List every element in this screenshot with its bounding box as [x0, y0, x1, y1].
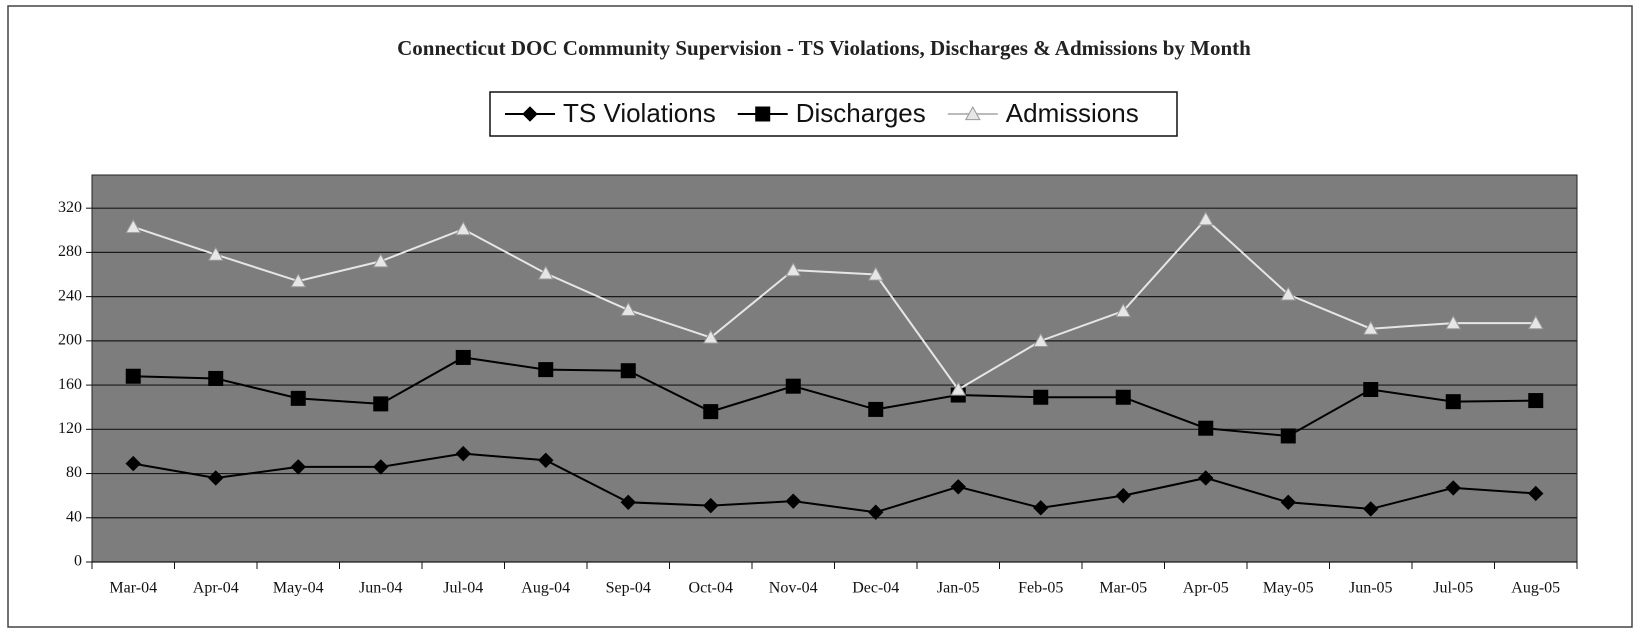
legend-label: Discharges: [796, 98, 926, 128]
x-tick-label: May-05: [1263, 580, 1314, 597]
data-point: [1280, 286, 1297, 301]
y-tick-label: 160: [58, 376, 82, 393]
data-point: [950, 381, 967, 396]
data-point: [868, 504, 884, 520]
data-point: [702, 329, 719, 344]
data-point: [290, 390, 306, 406]
data-point: [1033, 389, 1049, 405]
y-tick-label: 0: [74, 553, 82, 570]
y-tick-label: 80: [66, 464, 82, 481]
x-tick-label: Apr-04: [193, 580, 239, 597]
data-point: [455, 221, 472, 236]
data-point: [455, 349, 471, 365]
y-tick-label: 240: [58, 287, 82, 304]
y-tick-label: 40: [66, 508, 82, 525]
data-point: [125, 455, 141, 472]
data-point: [1115, 487, 1131, 504]
data-point: [1363, 382, 1379, 398]
data-point: [1198, 470, 1214, 486]
data-point: [867, 266, 884, 281]
legend-label: TS Violations: [563, 98, 716, 128]
chart-title: Connecticut DOC Community Supervision - …: [397, 36, 1251, 60]
legend-swatch-marker: [755, 106, 771, 122]
data-point: [208, 370, 224, 386]
data-point: [620, 363, 636, 379]
legend-swatch-marker: [522, 106, 538, 122]
x-tick-label: Nov-04: [769, 580, 818, 597]
data-point: [620, 494, 636, 510]
x-tick-label: Jan-05: [937, 580, 980, 597]
data-point: [455, 445, 471, 462]
data-point: [950, 479, 966, 495]
data-point: [1445, 315, 1462, 330]
data-point: [125, 218, 142, 234]
x-tick-label: Aug-05: [1511, 580, 1560, 597]
x-tick-label: May-04: [273, 580, 324, 597]
x-tick-label: Feb-05: [1018, 580, 1063, 597]
data-point: [125, 368, 141, 384]
data-point: [1198, 420, 1214, 436]
data-point: [1032, 332, 1049, 347]
data-point: [785, 262, 802, 277]
data-point: [1280, 428, 1296, 444]
data-point: [1445, 480, 1461, 496]
data-point: [372, 253, 389, 268]
x-tick-label: Apr-05: [1183, 580, 1229, 597]
data-point: [785, 378, 801, 394]
x-tick-label: Jun-04: [359, 580, 403, 597]
x-tick-label: Jun-05: [1349, 580, 1393, 597]
x-tick-label: Aug-04: [521, 580, 570, 597]
data-point: [1115, 389, 1131, 405]
data-point: [1363, 501, 1379, 517]
data-point: [1033, 500, 1049, 516]
data-point: [538, 452, 554, 468]
data-point: [1527, 315, 1544, 330]
y-tick-label: 120: [58, 420, 82, 437]
y-tick-label: 200: [58, 332, 82, 349]
data-point: [208, 470, 224, 486]
x-tick-label: Mar-04: [109, 580, 157, 597]
data-point: [785, 493, 801, 509]
series-line: [133, 452, 1536, 514]
y-tick-label: 280: [58, 243, 82, 260]
x-tick-label: Mar-05: [1099, 580, 1147, 597]
y-tick-label: 320: [58, 199, 82, 216]
data-point: [868, 401, 884, 417]
data-point: [1280, 494, 1296, 510]
data-point: [207, 246, 224, 261]
data-point: [703, 497, 719, 514]
data-point: [537, 265, 554, 280]
data-point: [290, 459, 306, 475]
x-tick-label: Oct-04: [689, 580, 733, 597]
data-point: [1528, 393, 1544, 409]
data-point: [373, 459, 389, 475]
data-point: [1445, 394, 1461, 410]
series-line: [133, 356, 1536, 437]
x-tick-label: Jul-04: [443, 580, 483, 597]
x-tick-label: Jul-05: [1433, 580, 1473, 597]
legend: TS Violations Discharges Admissions: [489, 91, 1178, 137]
legend-box: [489, 91, 1178, 137]
x-tick-label: Dec-04: [852, 580, 899, 597]
data-point: [703, 404, 719, 420]
plot-area: [91, 174, 1578, 563]
data-point: [1115, 302, 1132, 318]
data-point: [538, 362, 554, 378]
x-tick-label: Sep-04: [606, 580, 651, 597]
data-point: [1197, 211, 1214, 226]
data-point: [1528, 485, 1544, 502]
data-point: [620, 301, 637, 316]
data-point: [1362, 320, 1379, 335]
legend-swatch-marker: [964, 105, 981, 121]
data-point: [373, 396, 389, 412]
legend-label: Admissions: [1006, 98, 1139, 128]
data-point: [290, 273, 307, 288]
series-line: [132, 217, 1536, 391]
